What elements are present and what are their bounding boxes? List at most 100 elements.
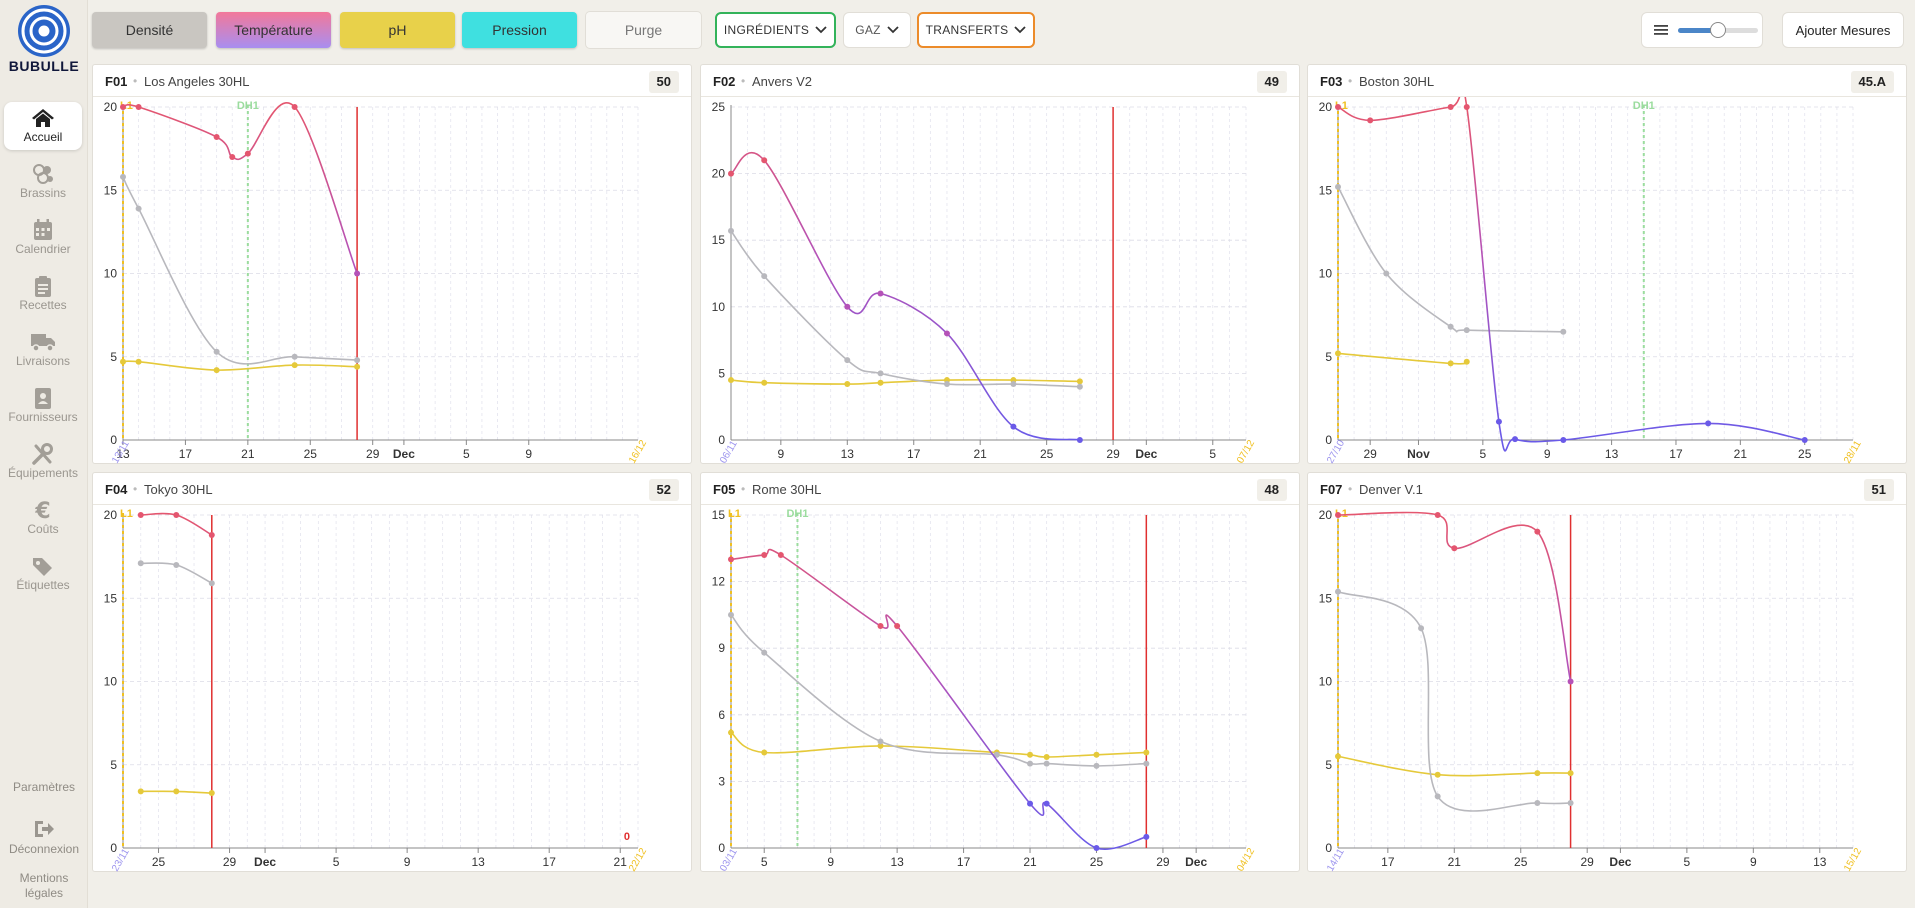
- data-point-temperature[interactable]: [761, 157, 768, 164]
- fermenter-panel-f03[interactable]: F03 • Boston 30HL 45.A 0 5 10 15 20 29 Nov 5 9 13 17 21…: [1307, 64, 1907, 465]
- data-point-temperature[interactable]: [1534, 528, 1541, 535]
- fermenter-panel-f07[interactable]: F07 • Denver V.1 51 0 5 10 15 20 17 21 25 29 Dec 5 9 13 1…: [1307, 472, 1907, 873]
- sidebar-item-parametres[interactable]: Paramètres: [12, 780, 76, 794]
- data-point-ph[interactable]: [135, 358, 142, 365]
- data-point-temperature[interactable]: [1335, 104, 1341, 110]
- data-point-densite[interactable]: [877, 370, 884, 377]
- data-point-densite[interactable]: [1463, 327, 1470, 334]
- legal-link[interactable]: Mentions légales: [0, 871, 88, 901]
- data-point-temperature[interactable]: [728, 556, 734, 563]
- data-point-ph[interactable]: [137, 788, 144, 795]
- data-point-ph[interactable]: [877, 742, 884, 749]
- data-point-temperature[interactable]: [1434, 512, 1441, 518]
- menu-icon[interactable]: [1654, 24, 1668, 36]
- data-point-temperature[interactable]: [1367, 117, 1374, 124]
- zoom-slider[interactable]: [1678, 22, 1758, 38]
- data-point-temperature[interactable]: [1705, 420, 1712, 427]
- data-point-temperature[interactable]: [1143, 833, 1150, 840]
- data-point-temperature[interactable]: [1451, 545, 1458, 552]
- fermenter-panel-f01[interactable]: F01 • Los Angeles 30HL 50 0 5 10 15 20 17 21 25 29 De…: [92, 64, 692, 465]
- data-point-ph[interactable]: [1335, 753, 1341, 760]
- data-point-temperature[interactable]: [761, 551, 768, 558]
- gaz-dropdown[interactable]: GAZ: [843, 12, 911, 48]
- data-point-densite[interactable]: [208, 580, 215, 587]
- data-point-ph[interactable]: [1093, 751, 1100, 758]
- sidebar-item-recettes[interactable]: Recettes: [4, 270, 82, 318]
- data-point-densite[interactable]: [1434, 793, 1441, 800]
- data-point-densite[interactable]: [1383, 270, 1390, 277]
- sidebar-item-couts[interactable]: € Coûts: [4, 494, 82, 542]
- data-point-densite[interactable]: [120, 173, 126, 180]
- toggle-temperature[interactable]: Température: [216, 12, 331, 48]
- data-point-temperature[interactable]: [1010, 423, 1017, 430]
- data-point-densite[interactable]: [173, 561, 180, 568]
- data-point-densite[interactable]: [1335, 588, 1341, 595]
- sidebar-item-fournisseurs[interactable]: Fournisseurs: [4, 382, 82, 430]
- data-point-temperature[interactable]: [1512, 436, 1519, 443]
- data-point-temperature[interactable]: [173, 512, 180, 518]
- data-point-ph[interactable]: [1335, 350, 1341, 357]
- data-point-ph[interactable]: [1434, 771, 1441, 778]
- data-point-ph[interactable]: [877, 379, 884, 386]
- data-point-densite[interactable]: [1093, 762, 1100, 769]
- data-point-temperature[interactable]: [777, 551, 784, 558]
- data-point-densite[interactable]: [135, 205, 142, 212]
- data-point-ph[interactable]: [1027, 751, 1034, 758]
- data-point-densite[interactable]: [761, 649, 768, 656]
- data-point-temperature[interactable]: [291, 104, 298, 110]
- data-point-densite[interactable]: [1534, 800, 1541, 807]
- data-point-temperature[interactable]: [943, 330, 950, 337]
- data-point-temperature[interactable]: [244, 150, 251, 157]
- data-point-ph[interactable]: [1567, 770, 1574, 777]
- data-point-temperature[interactable]: [1027, 800, 1034, 807]
- data-point-temperature[interactable]: [1560, 437, 1567, 443]
- data-point-temperature[interactable]: [894, 623, 901, 629]
- data-point-temperature[interactable]: [1801, 437, 1808, 443]
- data-point-temperature[interactable]: [877, 290, 884, 297]
- data-point-temperature[interactable]: [1043, 800, 1050, 807]
- data-point-temperature[interactable]: [135, 104, 142, 110]
- fermenter-panel-f05[interactable]: F05 • Rome 30HL 48 0 3 6 9 12 15 5 9 13 17 21 25 29 Dec 03…: [700, 472, 1300, 873]
- data-point-densite[interactable]: [1567, 800, 1574, 807]
- data-point-ph[interactable]: [728, 377, 734, 384]
- data-point-ph[interactable]: [291, 362, 298, 369]
- data-point-temperature[interactable]: [229, 153, 236, 160]
- fermenter-panel-f04[interactable]: F04 • Tokyo 30HL 52 0 5 10 15 20 25 29 Dec 5 9 13 17 21 2…: [92, 472, 692, 873]
- data-point-temperature[interactable]: [120, 104, 126, 110]
- zoom-slider-handle[interactable]: [1710, 22, 1726, 38]
- data-point-densite[interactable]: [728, 611, 734, 618]
- data-point-ph[interactable]: [1043, 753, 1050, 760]
- data-point-densite[interactable]: [761, 273, 768, 280]
- data-point-densite[interactable]: [1447, 323, 1454, 330]
- data-point-temperature[interactable]: [1447, 104, 1454, 110]
- sidebar-item-brassins[interactable]: Brassins: [4, 158, 82, 206]
- data-point-temperature[interactable]: [728, 170, 734, 177]
- data-point-densite[interactable]: [1076, 383, 1083, 390]
- sidebar-item-calendrier[interactable]: Calendrier: [4, 214, 82, 262]
- data-point-temperature[interactable]: [1463, 104, 1470, 110]
- data-point-ph[interactable]: [844, 381, 851, 388]
- sidebar-item-equipements[interactable]: Équipements: [4, 438, 82, 486]
- toggle-pression[interactable]: Pression: [462, 12, 577, 48]
- data-point-ph[interactable]: [120, 358, 126, 365]
- add-measures-button[interactable]: Ajouter Mesures: [1782, 12, 1904, 48]
- sidebar-item-etiquettes[interactable]: Étiquettes: [4, 550, 82, 598]
- data-point-densite[interactable]: [1335, 183, 1341, 190]
- data-point-densite[interactable]: [1027, 760, 1034, 767]
- sidebar-item-deconnexion[interactable]: Déconnexion: [0, 818, 88, 857]
- data-point-ph[interactable]: [213, 367, 220, 374]
- data-point-densite[interactable]: [877, 738, 884, 745]
- data-point-densite[interactable]: [1010, 381, 1017, 388]
- data-point-temperature[interactable]: [1335, 512, 1341, 518]
- data-point-ph[interactable]: [1534, 770, 1541, 777]
- sidebar-item-livraisons[interactable]: Livraisons: [4, 326, 82, 374]
- brand-logo[interactable]: BUBULLE: [8, 4, 80, 74]
- toggle-purge[interactable]: Purge: [586, 12, 701, 48]
- data-point-temperature[interactable]: [1567, 678, 1574, 685]
- sidebar-item-accueil[interactable]: Accueil: [4, 102, 82, 150]
- data-point-temperature[interactable]: [1495, 418, 1502, 425]
- data-point-ph[interactable]: [1076, 378, 1083, 385]
- ingredients-dropdown[interactable]: INGRÉDIENTS: [715, 12, 836, 48]
- fermenter-panel-f02[interactable]: F02 • Anvers V2 49 0 5 10 15 20 25 9 13 17 21 25 29 Dec 5…: [700, 64, 1300, 465]
- data-point-densite[interactable]: [1143, 760, 1150, 767]
